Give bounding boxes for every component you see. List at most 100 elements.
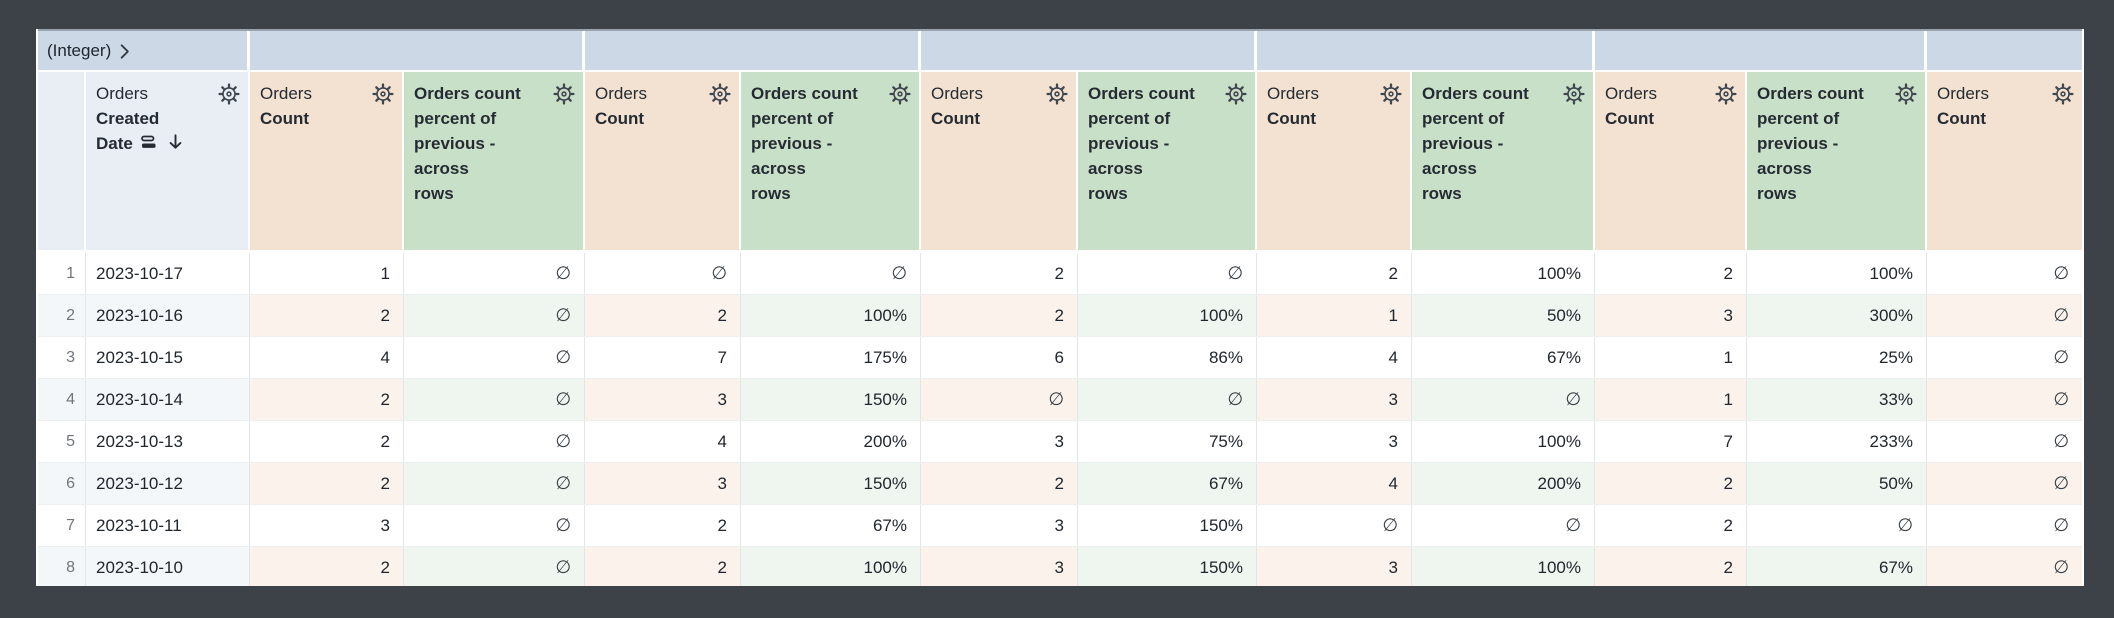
value-cell[interactable]: 2 xyxy=(585,505,741,546)
gear-icon[interactable] xyxy=(1380,83,1402,105)
value-cell[interactable]: ∅ xyxy=(404,505,585,546)
value-cell[interactable]: ∅ xyxy=(404,547,585,586)
date-cell[interactable]: 2023-10-15 xyxy=(86,337,250,378)
value-cell[interactable]: ∅ xyxy=(1747,505,1927,546)
gear-icon[interactable] xyxy=(709,83,731,105)
value-cell[interactable]: ∅ xyxy=(404,421,585,462)
chevron-right-icon[interactable] xyxy=(115,42,134,61)
value-cell[interactable]: 50% xyxy=(1412,295,1595,336)
gear-icon[interactable] xyxy=(889,83,911,105)
value-cell[interactable]: 100% xyxy=(1078,295,1257,336)
sort-desc-arrow-icon[interactable] xyxy=(166,133,185,152)
value-cell[interactable]: ∅ xyxy=(1078,253,1257,294)
value-cell[interactable]: 100% xyxy=(1412,421,1595,462)
date-cell[interactable]: 2023-10-11 xyxy=(86,505,250,546)
value-cell[interactable]: 2 xyxy=(250,463,404,504)
value-cell[interactable]: 33% xyxy=(1747,379,1927,420)
pivot-collapse-header[interactable]: (Integer) xyxy=(38,31,250,70)
column-header-orders-count-2[interactable]: Orders Count xyxy=(585,72,741,250)
value-cell[interactable]: ∅ xyxy=(404,295,585,336)
value-cell[interactable]: ∅ xyxy=(1927,547,2082,586)
value-cell[interactable]: 1 xyxy=(250,253,404,294)
column-header-orders-count-4[interactable]: Orders Count xyxy=(1257,72,1412,250)
value-cell[interactable]: 3 xyxy=(1595,295,1747,336)
value-cell[interactable]: 4 xyxy=(585,421,741,462)
value-cell[interactable]: ∅ xyxy=(404,337,585,378)
gear-icon[interactable] xyxy=(218,83,240,105)
value-cell[interactable]: 2 xyxy=(921,253,1078,294)
value-cell[interactable]: 4 xyxy=(250,337,404,378)
value-cell[interactable]: 100% xyxy=(1412,253,1595,294)
date-cell[interactable]: 2023-10-14 xyxy=(86,379,250,420)
value-cell[interactable]: 100% xyxy=(741,295,921,336)
value-cell[interactable]: ∅ xyxy=(741,253,921,294)
date-cell[interactable]: 2023-10-12 xyxy=(86,463,250,504)
value-cell[interactable]: 50% xyxy=(1747,463,1927,504)
column-header-orders-count-percent-of-previous-1[interactable]: Orders count percent of previous - across ro… xyxy=(404,72,585,250)
value-cell[interactable]: 3 xyxy=(921,421,1078,462)
value-cell[interactable]: 2 xyxy=(1257,253,1412,294)
date-cell[interactable]: 2023-10-16 xyxy=(86,295,250,336)
value-cell[interactable]: 150% xyxy=(1078,505,1257,546)
column-header-orders-created-date[interactable]: Orders Created Date xyxy=(86,72,250,250)
value-cell[interactable]: 2 xyxy=(921,463,1078,504)
value-cell[interactable]: 3 xyxy=(921,505,1078,546)
value-cell[interactable]: 7 xyxy=(585,337,741,378)
value-cell[interactable]: 200% xyxy=(1412,463,1595,504)
value-cell[interactable]: 2 xyxy=(585,295,741,336)
value-cell[interactable]: 3 xyxy=(250,505,404,546)
value-cell[interactable]: ∅ xyxy=(1927,337,2082,378)
value-cell[interactable]: ∅ xyxy=(404,379,585,420)
value-cell[interactable]: ∅ xyxy=(1078,379,1257,420)
value-cell[interactable]: 67% xyxy=(741,505,921,546)
value-cell[interactable]: ∅ xyxy=(404,253,585,294)
value-cell[interactable]: 4 xyxy=(1257,463,1412,504)
value-cell[interactable]: ∅ xyxy=(921,379,1078,420)
value-cell[interactable]: ∅ xyxy=(1927,463,2082,504)
value-cell[interactable]: 1 xyxy=(1595,337,1747,378)
column-header-orders-count-percent-of-previous-4[interactable]: Orders count percent of previous - across ro… xyxy=(1412,72,1595,250)
date-cell[interactable]: 2023-10-10 xyxy=(86,547,250,586)
value-cell[interactable]: ∅ xyxy=(1927,253,2082,294)
value-cell[interactable]: 1 xyxy=(1595,379,1747,420)
date-cell[interactable]: 2023-10-13 xyxy=(86,421,250,462)
value-cell[interactable]: ∅ xyxy=(1257,505,1412,546)
value-cell[interactable]: 86% xyxy=(1078,337,1257,378)
value-cell[interactable]: 3 xyxy=(585,379,741,420)
value-cell[interactable]: 3 xyxy=(1257,379,1412,420)
value-cell[interactable]: 2 xyxy=(250,295,404,336)
value-cell[interactable]: 67% xyxy=(1078,463,1257,504)
value-cell[interactable]: 100% xyxy=(741,547,921,586)
value-cell[interactable]: ∅ xyxy=(585,253,741,294)
gear-icon[interactable] xyxy=(1225,83,1247,105)
value-cell[interactable]: 7 xyxy=(1595,421,1747,462)
column-header-orders-count-1[interactable]: Orders Count xyxy=(250,72,404,250)
column-header-orders-count-percent-of-previous-3[interactable]: Orders count percent of previous - across ro… xyxy=(1078,72,1257,250)
value-cell[interactable]: 233% xyxy=(1747,421,1927,462)
column-header-orders-count-percent-of-previous-2[interactable]: Orders count percent of previous - across ro… xyxy=(741,72,921,250)
value-cell[interactable]: 25% xyxy=(1747,337,1927,378)
gear-icon[interactable] xyxy=(372,83,394,105)
value-cell[interactable]: 100% xyxy=(1412,547,1595,586)
value-cell[interactable]: 150% xyxy=(741,463,921,504)
value-cell[interactable]: 200% xyxy=(741,421,921,462)
value-cell[interactable]: 150% xyxy=(1078,547,1257,586)
value-cell[interactable]: ∅ xyxy=(1927,505,2082,546)
value-cell[interactable]: 2 xyxy=(250,379,404,420)
value-cell[interactable]: 67% xyxy=(1747,547,1927,586)
value-cell[interactable]: 2 xyxy=(1595,547,1747,586)
column-header-orders-count-5[interactable]: Orders Count xyxy=(1595,72,1747,250)
value-cell[interactable]: ∅ xyxy=(1927,379,2082,420)
value-cell[interactable]: ∅ xyxy=(1927,421,2082,462)
value-cell[interactable]: ∅ xyxy=(404,463,585,504)
value-cell[interactable]: 1 xyxy=(1257,295,1412,336)
gear-icon[interactable] xyxy=(1895,83,1917,105)
value-cell[interactable]: 2 xyxy=(250,547,404,586)
value-cell[interactable]: 6 xyxy=(921,337,1078,378)
value-cell[interactable]: 3 xyxy=(585,463,741,504)
value-cell[interactable]: 2 xyxy=(585,547,741,586)
date-cell[interactable]: 2023-10-17 xyxy=(86,253,250,294)
value-cell[interactable]: 3 xyxy=(1257,547,1412,586)
gear-icon[interactable] xyxy=(553,83,575,105)
value-cell[interactable]: 2 xyxy=(250,421,404,462)
